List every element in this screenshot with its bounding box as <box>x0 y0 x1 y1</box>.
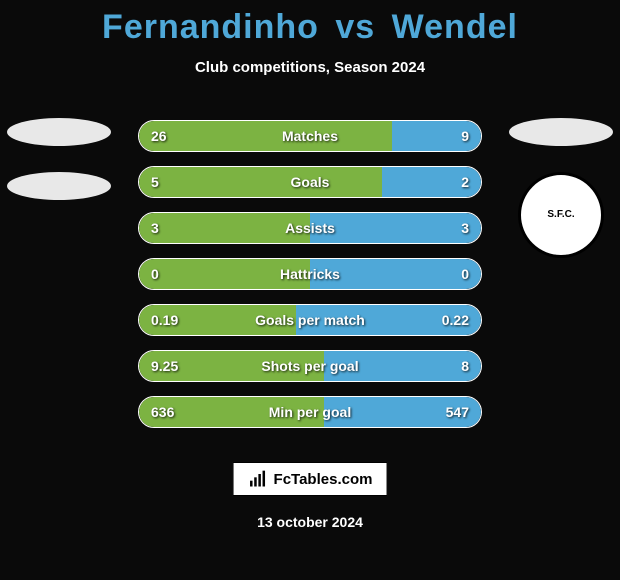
player1-name: Fernandinho <box>102 8 319 46</box>
stat-label: Goals <box>139 167 481 197</box>
player1-photo-placeholder <box>7 118 111 146</box>
subtitle: Club competitions, Season 2024 <box>0 59 620 76</box>
stat-label: Matches <box>139 121 481 151</box>
title-vs: vs <box>335 8 375 46</box>
footer-date: 13 october 2024 <box>0 514 620 530</box>
stat-row: 269Matches <box>138 120 482 152</box>
stat-row: 9.258Shots per goal <box>138 350 482 382</box>
player2-photo-placeholder <box>509 118 613 146</box>
stat-label: Min per goal <box>139 397 481 427</box>
stats-list: 269Matches 52Goals 33Assists 00Hattricks 0.1… <box>138 120 482 442</box>
chart-icon <box>248 469 268 489</box>
right-badges: S.F.C. <box>506 118 616 258</box>
stat-row: 636547Min per goal <box>138 396 482 428</box>
page-title: Fernandinho vs Wendel <box>0 0 620 47</box>
stat-row: 52Goals <box>138 166 482 198</box>
stat-label: Shots per goal <box>139 351 481 381</box>
brand-logo[interactable]: FcTables.com <box>233 462 388 496</box>
player2-name: Wendel <box>392 8 518 46</box>
left-badges <box>4 118 114 226</box>
stat-row: 0.190.22Goals per match <box>138 304 482 336</box>
stat-label: Goals per match <box>139 305 481 335</box>
stat-label: Hattricks <box>139 259 481 289</box>
brand-text: FcTables.com <box>274 471 373 488</box>
comparison-widget: Fernandinho vs Wendel Club competitions,… <box>0 0 620 580</box>
stat-row: 00Hattricks <box>138 258 482 290</box>
player2-club-badge: S.F.C. <box>518 172 604 258</box>
player1-club-placeholder <box>7 172 111 200</box>
stat-row: 33Assists <box>138 212 482 244</box>
stat-label: Assists <box>139 213 481 243</box>
club-badge-text: S.F.C. <box>547 210 574 220</box>
